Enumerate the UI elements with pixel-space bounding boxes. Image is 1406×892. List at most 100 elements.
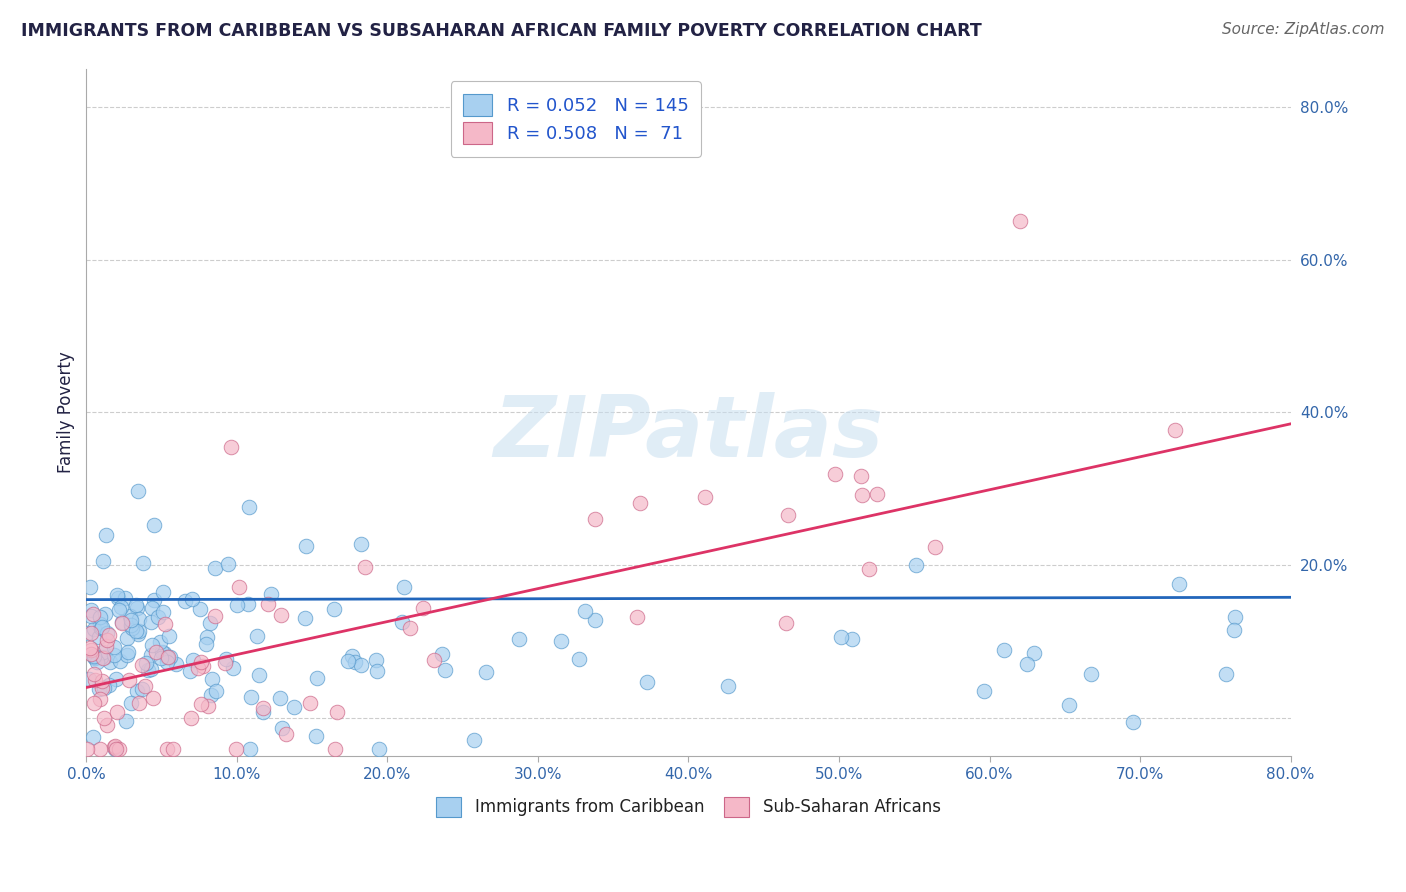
Point bbox=[94, 649, 117, 664]
Point bbox=[127, 484, 149, 499]
Y-axis label: Family Poverty: Family Poverty bbox=[58, 351, 75, 474]
Point bbox=[80, 647, 103, 661]
Point bbox=[89, 692, 111, 706]
Point bbox=[83, 667, 105, 681]
Point bbox=[717, 679, 740, 693]
Point bbox=[973, 684, 995, 698]
Point bbox=[340, 649, 363, 664]
Point bbox=[354, 560, 377, 574]
Point bbox=[83, 649, 105, 664]
Point bbox=[89, 616, 111, 631]
Point bbox=[179, 665, 201, 679]
Point bbox=[143, 593, 166, 607]
Point bbox=[824, 467, 846, 481]
Point bbox=[79, 580, 101, 594]
Point bbox=[195, 637, 218, 651]
Point bbox=[157, 650, 180, 665]
Point bbox=[89, 741, 111, 756]
Point bbox=[225, 741, 247, 756]
Point bbox=[228, 580, 250, 594]
Point bbox=[924, 540, 946, 554]
Point bbox=[583, 613, 606, 627]
Point bbox=[103, 648, 125, 662]
Point bbox=[851, 488, 873, 502]
Point bbox=[150, 645, 173, 659]
Point bbox=[214, 656, 236, 670]
Point bbox=[201, 673, 224, 687]
Point bbox=[111, 615, 134, 629]
Point bbox=[107, 591, 129, 605]
Point bbox=[195, 630, 218, 644]
Point bbox=[630, 496, 652, 510]
Point bbox=[399, 621, 422, 635]
Point bbox=[104, 741, 127, 756]
Point bbox=[1057, 698, 1080, 712]
Point bbox=[155, 741, 177, 756]
Point bbox=[217, 558, 239, 572]
Point bbox=[1080, 667, 1102, 681]
Point bbox=[121, 621, 143, 635]
Point bbox=[197, 699, 219, 714]
Point bbox=[568, 652, 591, 666]
Point bbox=[111, 616, 134, 631]
Point bbox=[93, 710, 115, 724]
Point bbox=[190, 697, 212, 711]
Point bbox=[90, 673, 112, 688]
Point bbox=[89, 609, 111, 624]
Point bbox=[91, 554, 114, 568]
Point bbox=[136, 663, 159, 677]
Point bbox=[270, 721, 292, 735]
Point bbox=[96, 718, 118, 732]
Point bbox=[270, 607, 292, 622]
Point bbox=[305, 671, 328, 685]
Point bbox=[86, 656, 108, 670]
Point bbox=[1168, 577, 1191, 591]
Point bbox=[83, 649, 105, 664]
Point bbox=[423, 653, 446, 667]
Point bbox=[90, 620, 112, 634]
Point bbox=[93, 681, 115, 695]
Point bbox=[508, 632, 530, 646]
Point bbox=[238, 597, 260, 611]
Point bbox=[295, 540, 318, 554]
Point bbox=[131, 556, 153, 570]
Point bbox=[205, 684, 228, 698]
Point bbox=[108, 741, 131, 756]
Point bbox=[159, 628, 181, 642]
Point bbox=[76, 625, 98, 640]
Point bbox=[114, 591, 136, 606]
Point bbox=[128, 696, 150, 710]
Point bbox=[117, 648, 139, 662]
Point bbox=[1122, 714, 1144, 729]
Point bbox=[240, 690, 263, 704]
Point bbox=[80, 603, 103, 617]
Point bbox=[104, 739, 127, 753]
Point bbox=[260, 587, 283, 601]
Point bbox=[364, 653, 387, 667]
Point bbox=[246, 629, 269, 643]
Point bbox=[108, 602, 131, 616]
Point bbox=[193, 659, 215, 673]
Point bbox=[1008, 214, 1031, 228]
Point bbox=[239, 741, 262, 756]
Point bbox=[343, 655, 366, 669]
Point bbox=[145, 645, 167, 659]
Point bbox=[905, 558, 928, 572]
Point bbox=[391, 615, 413, 629]
Point bbox=[117, 645, 139, 659]
Point bbox=[120, 617, 142, 632]
Point bbox=[283, 699, 305, 714]
Point bbox=[89, 630, 111, 644]
Point bbox=[105, 588, 128, 602]
Point bbox=[574, 605, 596, 619]
Point bbox=[550, 634, 572, 648]
Point bbox=[125, 624, 148, 639]
Point bbox=[135, 656, 157, 670]
Point bbox=[141, 648, 163, 663]
Point bbox=[305, 729, 328, 743]
Point bbox=[392, 580, 415, 594]
Point bbox=[256, 597, 278, 611]
Point bbox=[89, 682, 111, 697]
Point bbox=[1164, 423, 1187, 437]
Point bbox=[858, 561, 880, 575]
